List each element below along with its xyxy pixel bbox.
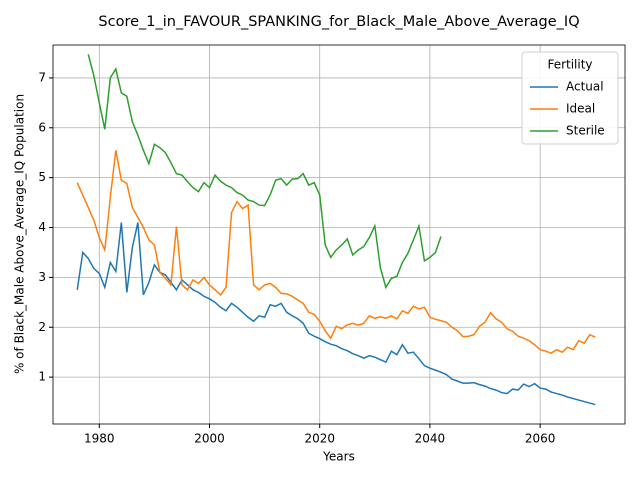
line-series [76, 222, 596, 406]
chart-title: Score_1_in_FAVOUR_SPANKING_for_Black_Mal… [98, 14, 579, 30]
line-series [76, 150, 596, 355]
plot-frame [52, 44, 626, 425]
y-tick-label: 7 [38, 70, 46, 84]
x-tick-label: 2000 [194, 432, 225, 446]
y-tick-label: 1 [38, 370, 46, 384]
y-tick-label: 5 [38, 170, 46, 184]
legend-box [521, 51, 619, 145]
x-tick-label: 2040 [415, 432, 446, 446]
legend-label: Actual [566, 80, 604, 94]
legend-label: Sterile [566, 124, 605, 138]
y-tick-label: 6 [38, 120, 46, 134]
y-tick-label: 4 [38, 220, 46, 234]
x-tick-label: 2060 [525, 432, 556, 446]
legend-label: Ideal [566, 102, 595, 116]
y-tick-label: 3 [38, 270, 46, 284]
x-tick-label: 2020 [304, 432, 335, 446]
x-axis-label: Years [322, 450, 355, 464]
line-series [87, 54, 442, 290]
x-tick-label: 1980 [84, 432, 115, 446]
legend-title: Fertility [547, 58, 592, 72]
y-tick-label: 2 [38, 320, 46, 334]
y-axis-label: % of Black_Male Above_Average_IQ Populat… [13, 94, 27, 374]
